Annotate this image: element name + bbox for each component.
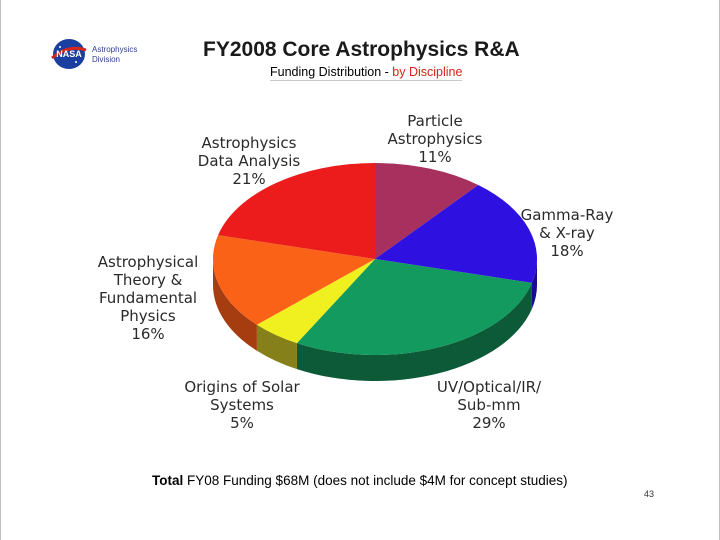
slide-subtitle: Funding Distribution - by Discipline	[270, 65, 463, 81]
nasa-logo: NASA Astrophysics Division	[48, 36, 158, 80]
pie-side-astrophysical-theory	[213, 259, 257, 351]
footer-text: FY08 Funding $68M (does not include $4M …	[183, 473, 568, 488]
pie-slice-uv-optical-ir	[296, 259, 532, 355]
label-origins-solar-systems: Origins of Solar Systems 5%	[184, 378, 300, 432]
pie-side-uv-optical-ir	[296, 282, 532, 381]
pie-slice-origins-solar-systems	[256, 259, 375, 344]
pie-slice-data-analysis	[218, 163, 375, 259]
logo-line-2: Division	[92, 55, 121, 64]
label-particle-astrophysics: Particle Astrophysics 11%	[387, 112, 483, 166]
label-gamma-ray-x-ray: Gamma-Ray & X-ray 18%	[520, 206, 614, 260]
pie-slice-gamma-ray-x-ray	[375, 185, 537, 283]
page-number: 43	[644, 489, 655, 499]
footer-bold-total: Total	[152, 473, 184, 488]
subtitle-accent: by Discipline	[392, 65, 463, 79]
pie-side-origins-solar-systems	[256, 324, 297, 370]
slide-title: FY2008 Core Astrophysics R&A	[203, 38, 520, 61]
nasa-meatball-icon: NASA	[51, 39, 87, 69]
label-uv-optical-ir: UV/Optical/IR/ Sub-mm 29%	[436, 378, 542, 432]
subtitle-main: Funding Distribution -	[270, 65, 393, 79]
pie-slice-astrophysical-theory	[212, 235, 375, 325]
logo-caption: Astrophysics Division	[92, 45, 137, 65]
nasa-badge-text: NASA	[56, 49, 82, 59]
logo-line-1: Astrophysics	[92, 45, 138, 54]
pie-side-gamma-ray-x-ray	[531, 259, 537, 309]
footer-note: Total FY08 Funding $68M (does not includ…	[152, 473, 567, 488]
label-astrophysical-theory: Astrophysical Theory & Fundamental Physi…	[97, 253, 199, 343]
label-data-analysis: Astrophysics Data Analysis 21%	[197, 134, 301, 188]
pie-slice-particle-astrophysics	[375, 163, 479, 259]
